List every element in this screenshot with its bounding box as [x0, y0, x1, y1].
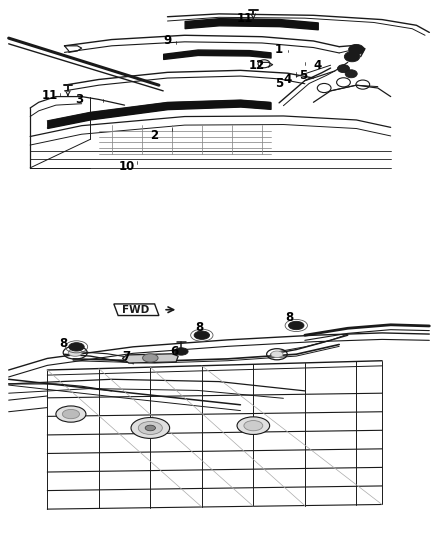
Polygon shape [123, 354, 178, 363]
Circle shape [145, 425, 155, 431]
Circle shape [349, 44, 364, 55]
Text: 7: 7 [123, 350, 131, 362]
Text: 4: 4 [314, 59, 322, 72]
Circle shape [68, 349, 82, 357]
Circle shape [289, 321, 304, 330]
Circle shape [62, 409, 80, 419]
Text: 11: 11 [41, 88, 57, 102]
Text: 9: 9 [163, 35, 172, 47]
Text: 8: 8 [60, 337, 68, 350]
Text: 6: 6 [170, 345, 178, 358]
Circle shape [138, 422, 162, 434]
Circle shape [237, 417, 270, 434]
Text: 5: 5 [299, 69, 307, 82]
Polygon shape [114, 304, 159, 316]
Circle shape [194, 331, 209, 340]
Text: 12: 12 [248, 59, 265, 72]
Circle shape [143, 354, 158, 362]
Text: FWD: FWD [122, 305, 149, 314]
Circle shape [337, 64, 350, 72]
Circle shape [345, 70, 357, 78]
Circle shape [271, 351, 283, 358]
Circle shape [344, 52, 360, 62]
Circle shape [174, 348, 188, 355]
Text: 11: 11 [237, 12, 253, 25]
Text: 8: 8 [286, 311, 294, 325]
Circle shape [56, 406, 86, 422]
Text: 10: 10 [119, 160, 135, 173]
Text: 3: 3 [75, 93, 84, 106]
Text: 5: 5 [275, 77, 283, 90]
Text: 4: 4 [283, 73, 292, 86]
Circle shape [244, 421, 263, 431]
Circle shape [131, 417, 170, 439]
Text: 2: 2 [151, 128, 159, 142]
Text: 1: 1 [275, 43, 283, 56]
Text: 8: 8 [195, 321, 204, 334]
Circle shape [69, 343, 84, 351]
